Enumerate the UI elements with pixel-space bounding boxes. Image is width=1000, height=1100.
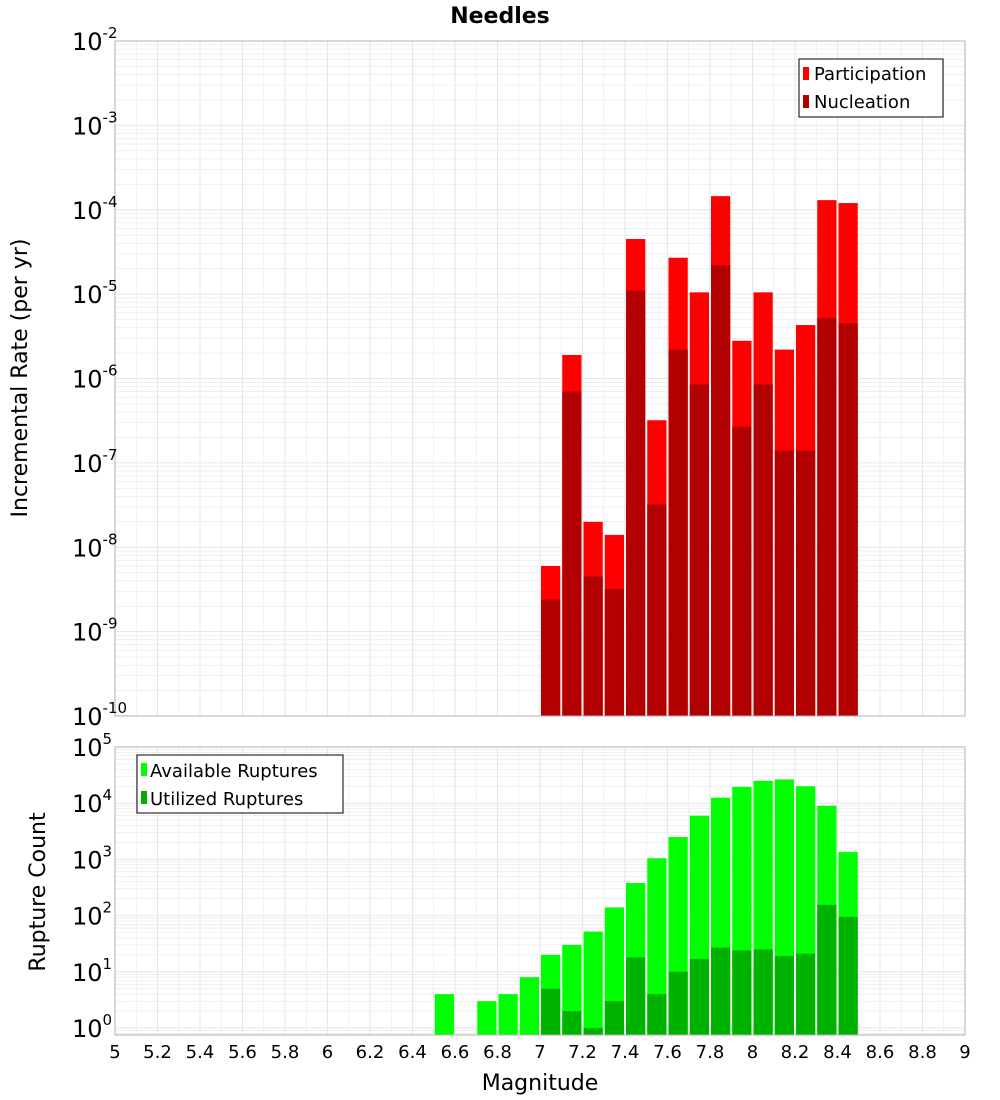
chart-title: Needles xyxy=(450,4,550,29)
bottom-y-tick-label: 102 xyxy=(72,899,112,931)
nucleation-bar xyxy=(583,576,603,716)
nucleation-legend-label: Nucleation xyxy=(814,92,910,113)
top-y-axis-label: Incremental Rate (per yr) xyxy=(8,239,33,518)
nucleation-bar xyxy=(753,384,773,716)
top-grid xyxy=(114,40,966,717)
nucleation-bar xyxy=(689,384,709,716)
x-tick-label: 7.4 xyxy=(611,1042,640,1063)
nucleation-bar xyxy=(774,450,794,716)
top-y-tick-label: 10-8 xyxy=(72,530,118,562)
x-tick-label: 9 xyxy=(959,1042,970,1063)
x-tick-label: 7.8 xyxy=(696,1042,725,1063)
utilized-ruptures-bar xyxy=(838,916,858,1035)
nucleation-bar xyxy=(626,290,646,716)
bottom-legend-box xyxy=(136,754,344,814)
x-ticks: 5 5.2 5.4 5.6 5.8 6 6.2 6.4 6.6 6.8 7 7.2 7.4 7.6 7.8 8… xyxy=(109,1042,970,1063)
top-y-tick-label: 10-9 xyxy=(72,615,118,647)
nucleation-bar xyxy=(838,323,858,716)
utilized-ruptures-bar xyxy=(541,988,561,1035)
bottom-y-ticks: 100 101 102 103 104 105 xyxy=(72,730,112,1043)
utilized-ruptures-bar xyxy=(562,1011,582,1035)
utilized-ruptures-bar xyxy=(732,950,752,1035)
bottom-grid xyxy=(114,746,966,1035)
utilized-legend-label: Utilized Ruptures xyxy=(150,789,303,810)
utilized-ruptures-bar xyxy=(626,957,646,1035)
x-tick-label: 8.6 xyxy=(866,1042,895,1063)
x-tick-label: 6.4 xyxy=(398,1042,427,1063)
available-ruptures-bar xyxy=(519,977,539,1035)
bottom-legend: Available Ruptures Utilized Ruptures xyxy=(136,754,344,814)
top-y-tick-label: 10-6 xyxy=(72,362,118,394)
x-tick-label: 5.8 xyxy=(271,1042,300,1063)
top-y-tick-label: 10-3 xyxy=(72,108,118,140)
utilized-ruptures-bar xyxy=(604,1001,624,1035)
x-tick-label: 8.2 xyxy=(781,1042,810,1063)
bottom-plot-frame xyxy=(114,746,966,1036)
utilized-legend-swatch xyxy=(141,791,147,804)
nucleation-bar xyxy=(711,265,731,716)
utilized-ruptures-bar xyxy=(668,971,688,1035)
top-y-tick-label: 10-4 xyxy=(72,193,118,225)
top-legend-box xyxy=(798,58,944,118)
x-tick-label: 7.2 xyxy=(568,1042,597,1063)
available-ruptures-bar xyxy=(583,931,603,1035)
x-tick-label: 5.6 xyxy=(228,1042,257,1063)
top-y-tick-label: 10-5 xyxy=(72,277,118,309)
bottom-y-tick-label: 101 xyxy=(72,955,112,987)
x-tick-label: 7.6 xyxy=(653,1042,682,1063)
top-y-tick-label: 10-2 xyxy=(72,24,118,56)
x-axis-label: Magnitude xyxy=(482,1071,599,1096)
x-tick-label: 6 xyxy=(322,1042,333,1063)
bottom-bars xyxy=(434,779,858,1035)
utilized-ruptures-bar xyxy=(817,904,837,1035)
bottom-y-tick-label: 105 xyxy=(72,730,112,762)
bottom-y-tick-label: 103 xyxy=(72,842,112,874)
top-y-ticks: 10-10 10-9 10-8 10-7 10-6 10-5 10-4 10-3 10-2 xyxy=(72,24,127,731)
available-legend-swatch xyxy=(141,763,147,776)
nucleation-bar xyxy=(817,318,837,716)
available-ruptures-bar xyxy=(434,994,454,1035)
participation-legend-label: Participation xyxy=(814,64,926,85)
available-ruptures-bar xyxy=(477,1001,497,1035)
participation-legend-swatch xyxy=(803,67,809,80)
top-y-tick-label: 10-10 xyxy=(72,699,127,731)
utilized-ruptures-bar xyxy=(583,1027,603,1035)
x-tick-label: 8.8 xyxy=(908,1042,937,1063)
x-tick-label: 7 xyxy=(534,1042,545,1063)
utilized-ruptures-bar xyxy=(774,956,794,1035)
nucleation-bar xyxy=(732,426,752,716)
top-bars xyxy=(541,196,858,716)
nucleation-bar xyxy=(796,450,816,716)
utilized-ruptures-bar xyxy=(689,958,709,1035)
x-tick-label: 5 xyxy=(109,1042,120,1063)
x-tick-label: 8.4 xyxy=(823,1042,852,1063)
x-tick-label: 6.2 xyxy=(356,1042,385,1063)
nucleation-bar xyxy=(562,391,582,716)
utilized-ruptures-bar xyxy=(796,953,816,1035)
bottom-y-axis-label: Rupture Count xyxy=(26,812,51,972)
nucleation-bar xyxy=(541,599,561,716)
x-tick-label: 6.6 xyxy=(441,1042,470,1063)
bottom-y-tick-label: 104 xyxy=(72,786,112,818)
utilized-ruptures-bar xyxy=(711,947,731,1035)
utilized-ruptures-bar xyxy=(647,994,667,1035)
x-tick-label: 6.8 xyxy=(483,1042,512,1063)
utilized-ruptures-bar xyxy=(753,949,773,1035)
available-ruptures-bar xyxy=(647,858,667,1035)
top-y-tick-label: 10-7 xyxy=(72,446,118,478)
nucleation-bar xyxy=(647,504,667,716)
bottom-y-tick-label: 100 xyxy=(72,1011,112,1043)
top-plot-frame xyxy=(114,40,966,717)
x-tick-label: 5.2 xyxy=(143,1042,172,1063)
available-legend-label: Available Ruptures xyxy=(150,761,318,782)
nucleation-bar xyxy=(604,589,624,716)
x-tick-label: 5.4 xyxy=(186,1042,215,1063)
top-legend: Participation Nucleation xyxy=(798,58,944,118)
nucleation-bar xyxy=(668,349,688,716)
available-ruptures-bar xyxy=(498,994,518,1035)
nucleation-legend-swatch xyxy=(803,95,809,108)
x-tick-label: 8 xyxy=(747,1042,758,1063)
